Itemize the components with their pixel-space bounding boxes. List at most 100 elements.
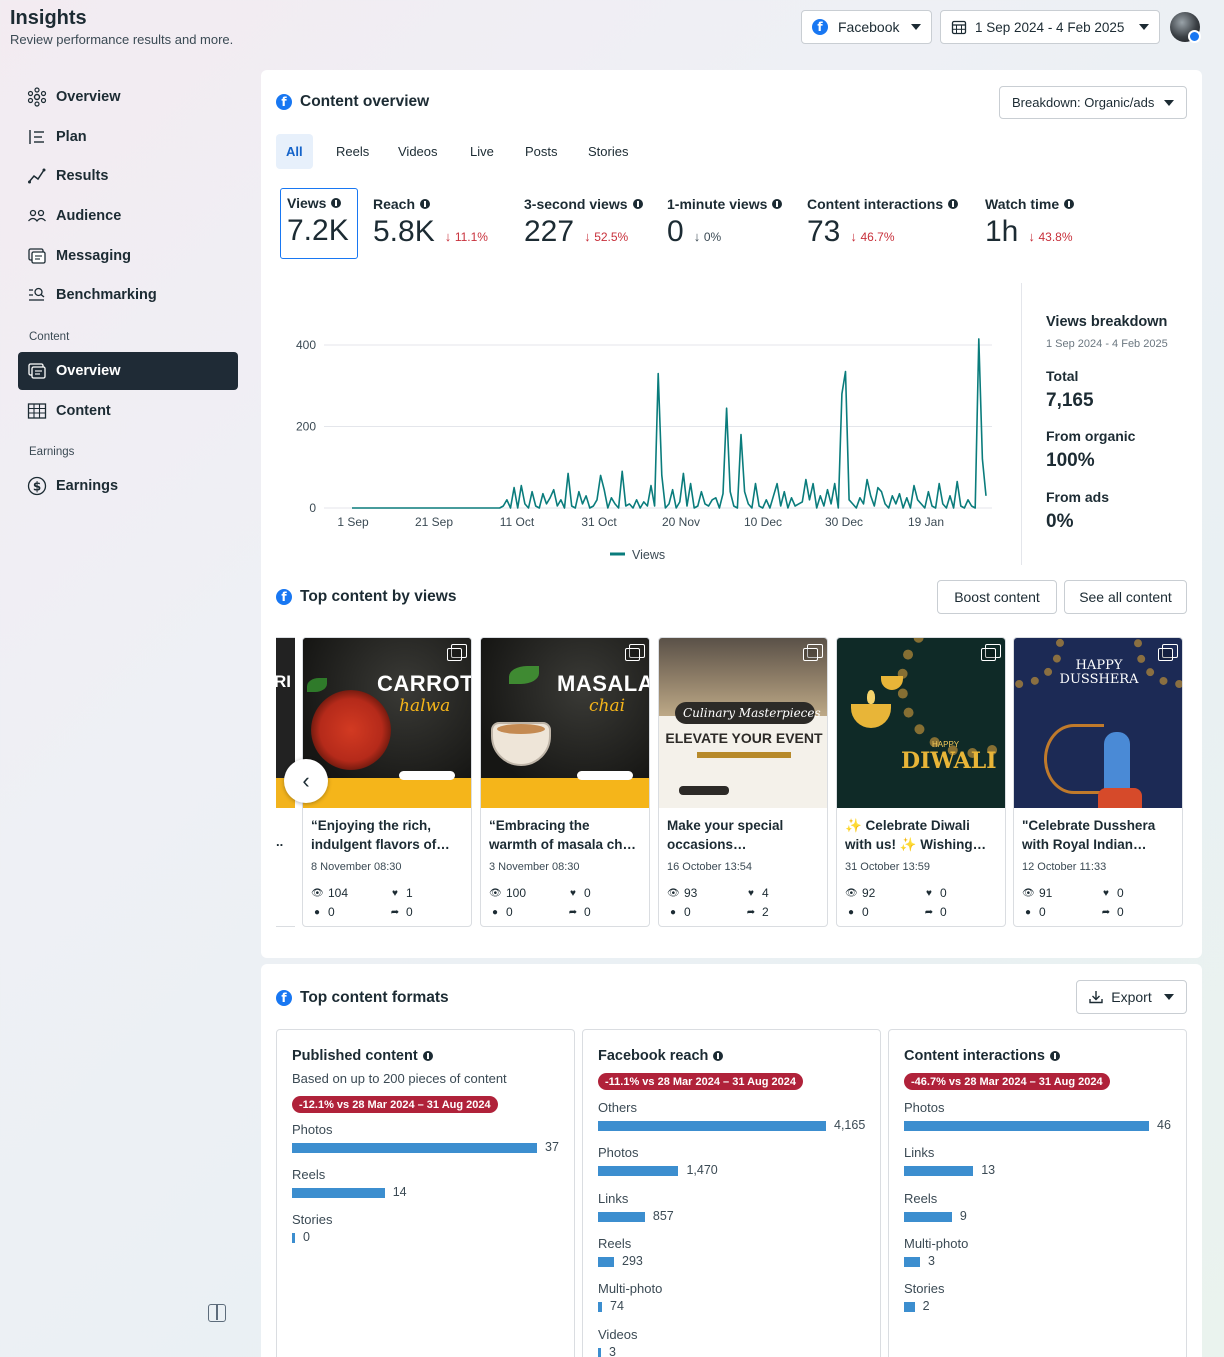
metric-content-interactions[interactable]: Content interactions 73 46.7% — [807, 196, 959, 249]
info-icon[interactable] — [331, 198, 342, 208]
sidebar-item-earnings[interactable]: $ Earnings — [18, 467, 238, 505]
tab-stories[interactable]: Stories — [588, 144, 629, 159]
sidebar-item-results[interactable]: Results — [18, 157, 238, 195]
sidebar-item-label: Results — [56, 168, 109, 184]
metric-label: 3-second views — [524, 196, 628, 212]
info-icon[interactable] — [632, 199, 643, 209]
sidebar-item-benchmarking[interactable]: Benchmarking — [18, 276, 238, 314]
heart-icon: ♥ — [1103, 887, 1109, 899]
info-icon[interactable] — [1064, 199, 1075, 209]
breakdown-total-label: Total — [1046, 368, 1079, 384]
metric-3-second-views[interactable]: 3-second views 227 52.5% — [524, 196, 643, 249]
change-badge: -46.7% vs 28 Mar 2024 – 31 Aug 2024 — [904, 1073, 1110, 1090]
post-card[interactable]: Culinary Masterpieces ELEVATE YOUR EVENT… — [658, 637, 828, 927]
info-icon[interactable] — [713, 1051, 724, 1061]
sidebar-item-label: Earnings — [56, 478, 119, 494]
tab-live[interactable]: Live — [470, 144, 494, 159]
sidebar-item-label: Overview — [56, 363, 121, 379]
post-likes: ♥ 0 — [567, 886, 591, 900]
post-likes: ♥ 0 — [1100, 886, 1124, 900]
metric-views[interactable]: Views 7.2K — [280, 188, 358, 259]
metric-change: 52.5% — [584, 229, 628, 244]
x-tick-label: 20 Nov — [662, 515, 700, 529]
tab-videos[interactable]: Videos — [398, 144, 438, 159]
share-icon: ➦ — [390, 906, 400, 918]
collapse-sidebar-icon[interactable] — [208, 1304, 226, 1322]
sidebar-item-audience[interactable]: Audience — [18, 197, 238, 235]
boost-content-button[interactable]: Boost content — [937, 580, 1057, 614]
post-thumbnail: HAPPY DUSSHERA — [1014, 638, 1182, 808]
breakdown-label: Breakdown: Organic/ads — [1012, 95, 1155, 110]
format-row-value: 2 — [922, 1299, 930, 1314]
multi-photo-icon — [981, 644, 1001, 661]
tab-posts[interactable]: Posts — [525, 144, 558, 159]
metric-1-minute-views[interactable]: 1-minute views 0 0% — [667, 196, 783, 249]
post-caption: “Embracing the warmth of masala ch… — [489, 818, 637, 852]
heart-icon: ♥ — [570, 887, 576, 899]
sidebar-item-content[interactable]: Content — [18, 392, 238, 430]
metric-reach[interactable]: Reach 5.8K 11.1% — [373, 196, 488, 249]
info-icon[interactable] — [948, 199, 959, 209]
format-row-label: Links — [904, 1145, 935, 1161]
carousel-prev-button[interactable]: ‹ — [284, 759, 328, 803]
see-all-content-button[interactable]: See all content — [1064, 580, 1187, 614]
sidebar-item-messaging[interactable]: Messaging — [18, 237, 238, 275]
sidebar-item-label: Messaging — [56, 248, 131, 264]
breakdown-dropdown[interactable]: Breakdown: Organic/ads — [999, 86, 1187, 119]
post-card[interactable]: MASALA chai “Embracing the warmth of masa… — [480, 637, 650, 927]
platform-dropdown[interactable]: f Facebook — [801, 10, 932, 44]
post-script-text: HAPPY — [932, 740, 960, 749]
format-row-value: 14 — [392, 1185, 407, 1199]
sidebar-item-content-overview[interactable]: Overview — [18, 352, 238, 390]
post-comments: ● 0 — [311, 905, 335, 919]
results-icon — [27, 166, 47, 186]
date-range-dropdown[interactable]: 1 Sep 2024 - 4 Feb 2025 — [940, 10, 1160, 44]
metric-label: Watch time — [985, 196, 1060, 212]
info-icon[interactable] — [420, 199, 431, 209]
eye-icon: 👁 — [311, 887, 324, 899]
sidebar-item-label: Audience — [56, 208, 122, 224]
x-tick-label: 1 Sep — [337, 515, 369, 529]
info-icon[interactable] — [422, 1051, 433, 1061]
messaging-icon — [27, 246, 47, 266]
format-row-bar — [598, 1302, 603, 1313]
share-icon: ➦ — [924, 906, 934, 918]
format-row-bar — [904, 1302, 915, 1313]
y-tick-label: 0 — [309, 501, 316, 515]
tab-all[interactable]: All — [276, 134, 313, 169]
metric-label: 1-minute views — [667, 196, 768, 212]
metric-value: 73 — [807, 215, 841, 248]
post-date: 3 November 08:30 — [489, 861, 580, 873]
info-icon[interactable] — [772, 199, 783, 209]
post-likes: ♥ 0 — [923, 886, 947, 900]
post-comments: ● 0 — [845, 905, 869, 919]
metric-value: 7.2K — [287, 214, 349, 247]
export-button[interactable]: Export — [1076, 980, 1187, 1014]
info-icon[interactable] — [1049, 1051, 1060, 1061]
tab-reels[interactable]: Reels — [336, 144, 370, 159]
metric-change: 11.1% — [445, 229, 488, 244]
sidebar-item-plan[interactable]: Plan — [18, 118, 238, 156]
post-caption: Make your special occasions… — [667, 818, 784, 852]
post-card[interactable]: HAPPY DIWALI ✨ Celebrate Diwali with us! … — [836, 637, 1006, 927]
sidebar-item-overview[interactable]: Overview — [18, 78, 238, 116]
post-script-text: Culinary Masterpieces — [683, 706, 821, 720]
top-content-heading: f Top content by views — [276, 588, 456, 606]
comment-icon: ● — [491, 906, 499, 918]
published-content-card: Published content Based on up to 200 pie… — [276, 1029, 575, 1357]
heart-icon: ♥ — [748, 887, 754, 899]
page-subtitle: Review performance results and more. — [10, 32, 234, 47]
views-series-line[interactable] — [352, 338, 987, 509]
section-title: Top content by views — [300, 588, 457, 605]
post-date: 16 October 13:54 — [667, 861, 753, 873]
chevron-down-icon — [1139, 24, 1149, 30]
content-interactions-card: Content interactions -46.7% vs 28 Mar 20… — [888, 1029, 1187, 1357]
metric-watch-time[interactable]: Watch time 1h 43.8% — [985, 196, 1075, 249]
change-badge: -11.1% vs 28 Mar 2024 – 31 Aug 2024 — [598, 1073, 803, 1090]
metric-label: Views — [287, 195, 327, 211]
post-card[interactable]: CARROT halwa “Enjoying the rich, indulgen… — [302, 637, 472, 927]
post-script-text: HAPPY — [1075, 658, 1123, 673]
post-comments: ● 0 — [489, 905, 513, 919]
post-card[interactable]: HAPPY DUSSHERA "Celebrate Dusshera with R… — [1013, 637, 1183, 927]
post-title-text: ELEVATE YOUR EVENT — [665, 730, 823, 746]
